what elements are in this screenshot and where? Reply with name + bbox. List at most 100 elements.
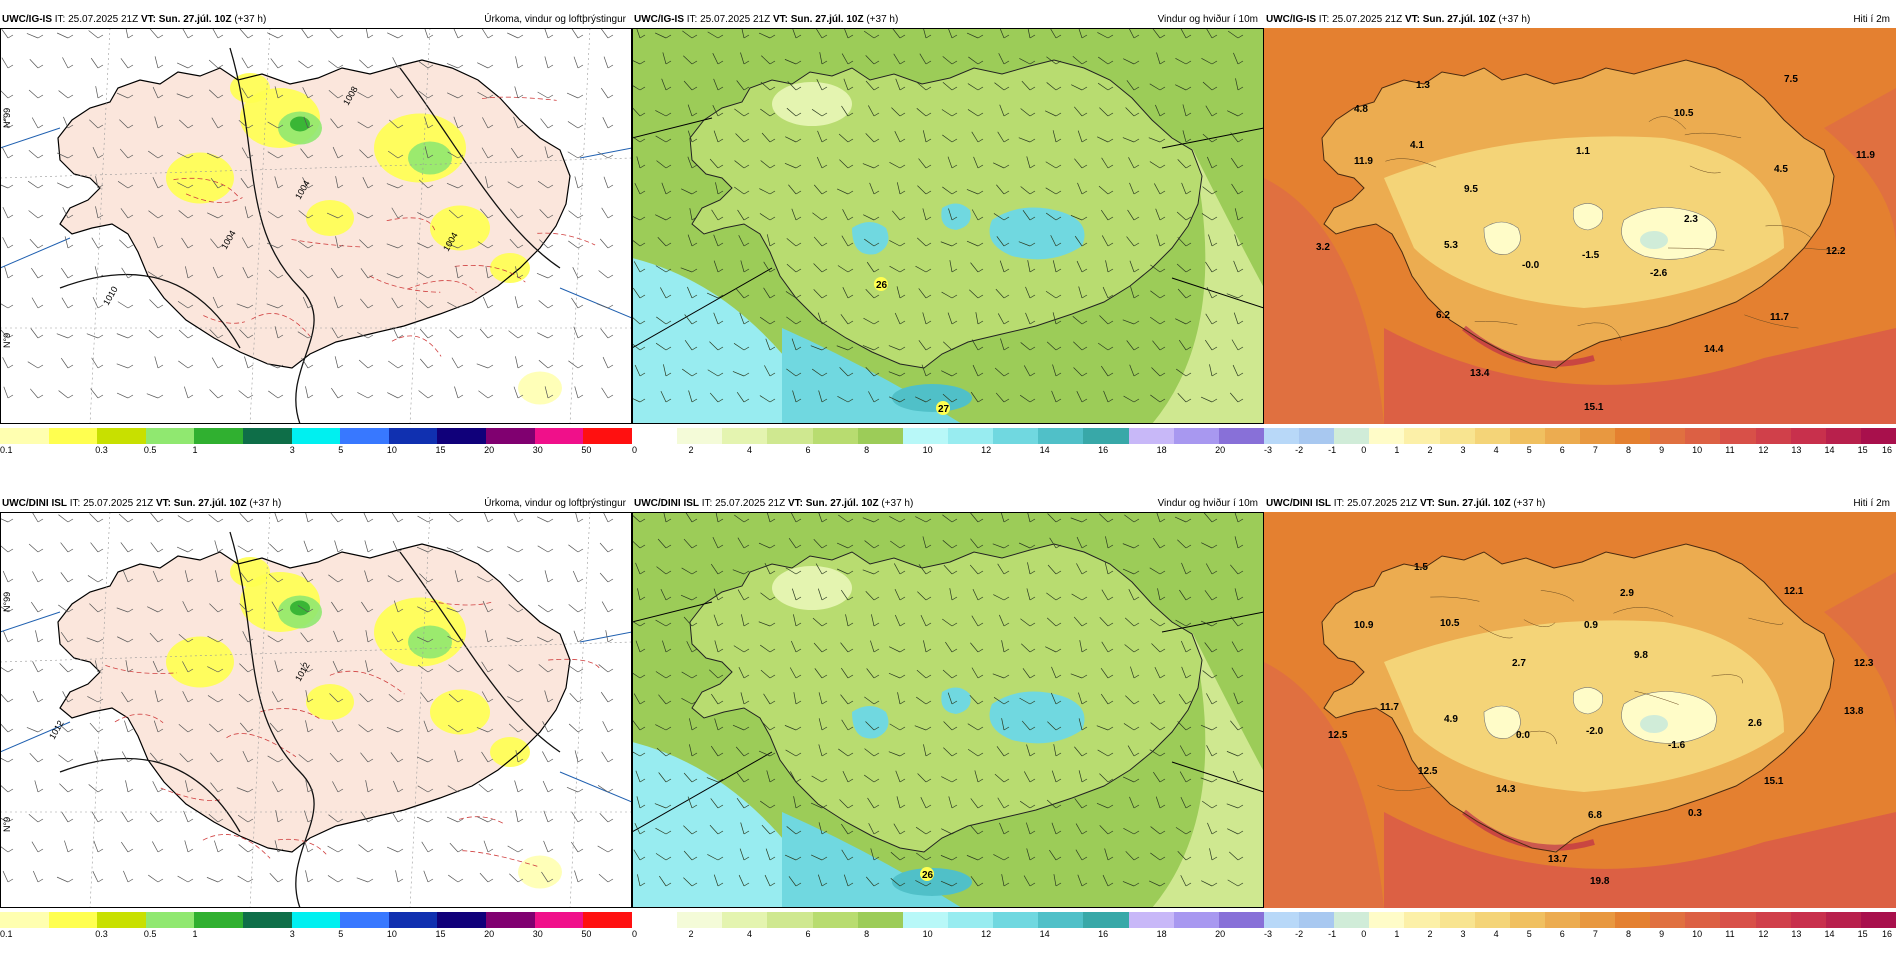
- scale-tick: 8: [864, 445, 870, 455]
- color-swatch: [1299, 912, 1335, 928]
- color-swatch: [1128, 912, 1174, 928]
- it-value: 25.07.2025 21Z: [715, 498, 786, 509]
- scale-tick: 13: [1791, 929, 1802, 939]
- it-label: IT:: [686, 14, 698, 25]
- color-swatch: [291, 912, 341, 928]
- scale-tick: -2: [1295, 929, 1304, 939]
- scale-tick: 0.1: [0, 445, 13, 455]
- panel-header: UWC/DINI ISL IT: 25.07.2025 21Z VT: Sun.…: [0, 496, 632, 512]
- temperature-label: 15.1: [1764, 776, 1784, 787]
- it-label: IT:: [1318, 14, 1330, 25]
- lead-time: (+37 h): [234, 14, 267, 25]
- color-swatch: [857, 912, 903, 928]
- scale-tick: 11: [1725, 445, 1735, 455]
- color-swatch: [993, 428, 1039, 444]
- color-swatch: [291, 428, 341, 444]
- panel-header: UWC/IG-IS IT: 25.07.2025 21Z VT: Sun. 27…: [1264, 12, 1896, 28]
- color-swatch: [1825, 428, 1861, 444]
- it-label: IT:: [54, 14, 66, 25]
- color-scale-bar: [1264, 912, 1896, 928]
- vt-value: Sun. 27.júl. 10Z: [1422, 14, 1496, 25]
- scale-tick: -2: [1295, 445, 1304, 455]
- map-canvas: 26: [632, 512, 1264, 908]
- temperature-label: -1.6: [1668, 740, 1686, 751]
- map-view: 1.5 2.9 12.1 10.9 10.5 0.9 9.8 2.7 12.3 11.7 4.9 0.…: [1264, 512, 1896, 908]
- it-label: IT:: [1333, 498, 1345, 509]
- color-swatch: [722, 912, 768, 928]
- scale-tick: 2: [1427, 445, 1433, 455]
- temperature-label: 6.2: [1436, 310, 1450, 321]
- scale-tick: 4: [747, 929, 753, 939]
- lead-time: (+37 h): [866, 14, 899, 25]
- map-panel-wind: UWC/DINI ISL IT: 25.07.2025 21Z VT: Sun.…: [632, 496, 1264, 958]
- scale-tick: 14: [1039, 929, 1050, 939]
- scale-tick: 18: [1156, 929, 1167, 939]
- temperature-label: 11.9: [1856, 150, 1875, 161]
- temperature-label: 11.9: [1354, 156, 1373, 167]
- color-swatch: [534, 428, 584, 444]
- color-swatch: [1404, 912, 1440, 928]
- scale-tick: 0.3: [95, 929, 108, 939]
- temperature-label: 0.0: [1516, 730, 1530, 741]
- scale-tick: 3: [1460, 445, 1466, 455]
- scale-tick: 0.1: [0, 929, 13, 939]
- temperature-label: 4.9: [1444, 714, 1458, 725]
- color-scale-bar: [0, 428, 632, 444]
- map-canvas: 1.5 2.9 12.1 10.9 10.5 0.9 9.8 2.7 12.3 11.7 4.9 0.…: [1264, 512, 1896, 908]
- temperature-label: 0.3: [1688, 808, 1702, 819]
- color-swatch: [1334, 428, 1370, 444]
- it-value: 25.07.2025 21Z: [68, 14, 139, 25]
- color-swatch: [812, 428, 858, 444]
- color-swatch: [1369, 912, 1405, 928]
- run-info: UWC/IG-IS IT: 25.07.2025 21Z VT: Sun. 27…: [1266, 12, 1530, 28]
- scale-tick: 16: [1098, 445, 1109, 455]
- color-swatch: [48, 428, 98, 444]
- scale-tick: 0: [1361, 929, 1367, 939]
- scale-tick: 50: [581, 929, 592, 939]
- temperature-label: 13.8: [1844, 706, 1864, 717]
- color-swatch: [767, 912, 813, 928]
- vt-value: Sun. 27.júl. 10Z: [805, 498, 879, 509]
- panel-title: Vindur og hviður í 10m: [1157, 14, 1258, 25]
- scale-tick: 12: [1758, 445, 1769, 455]
- scale-tick: 5: [1526, 929, 1532, 939]
- lead-time: (+37 h): [1513, 498, 1546, 509]
- temperature-label: -0.0: [1522, 260, 1540, 271]
- graticule-label: N°99: [2, 592, 12, 612]
- wind-barbs: [0, 512, 614, 883]
- panel-title: Hiti í 2m: [1853, 14, 1890, 25]
- color-swatch: [1755, 428, 1791, 444]
- color-swatch: [1439, 912, 1475, 928]
- color-swatch: [486, 912, 535, 928]
- map-panel-precip: UWC/IG-IS IT: 25.07.2025 21Z VT: Sun. 27…: [0, 12, 632, 474]
- scale-tick: 11: [1725, 929, 1735, 939]
- model-name: UWC/IG-IS: [1266, 14, 1316, 25]
- map-view: 26: [632, 512, 1264, 908]
- panel-header: UWC/IG-IS IT: 25.07.2025 21Z VT: Sun. 27…: [0, 12, 632, 28]
- color-swatch: [1509, 428, 1545, 444]
- graticule-label: N°99: [2, 108, 12, 128]
- gust-label: 26: [922, 870, 934, 881]
- scale-tick: 13: [1791, 445, 1802, 455]
- temperature-label: 12.3: [1854, 658, 1874, 669]
- color-swatch: [486, 428, 535, 444]
- scale-tick: 6: [1559, 445, 1565, 455]
- temperature-label: 14.3: [1496, 784, 1516, 795]
- temperature-label: -2.6: [1650, 268, 1668, 279]
- scale-tick: 6: [1559, 929, 1565, 939]
- gust-marker: [920, 867, 934, 881]
- scale-tick: 20: [1215, 929, 1226, 939]
- color-swatch: [1474, 428, 1510, 444]
- map-panel-wind: UWC/IG-IS IT: 25.07.2025 21Z VT: Sun. 27…: [632, 12, 1264, 474]
- vt-label: VT:: [155, 498, 171, 509]
- lead-time: (+37 h): [881, 498, 914, 509]
- temperature-label: 1.5: [1414, 562, 1428, 573]
- temperature-label: 19.8: [1590, 876, 1610, 887]
- color-swatch: [632, 428, 678, 444]
- scale-tick: 12: [1758, 929, 1769, 939]
- scale-tick: 8: [1625, 929, 1631, 939]
- scale-tick: 0: [1361, 445, 1367, 455]
- color-swatch: [1860, 912, 1896, 928]
- temperature-label: 6.8: [1588, 810, 1602, 821]
